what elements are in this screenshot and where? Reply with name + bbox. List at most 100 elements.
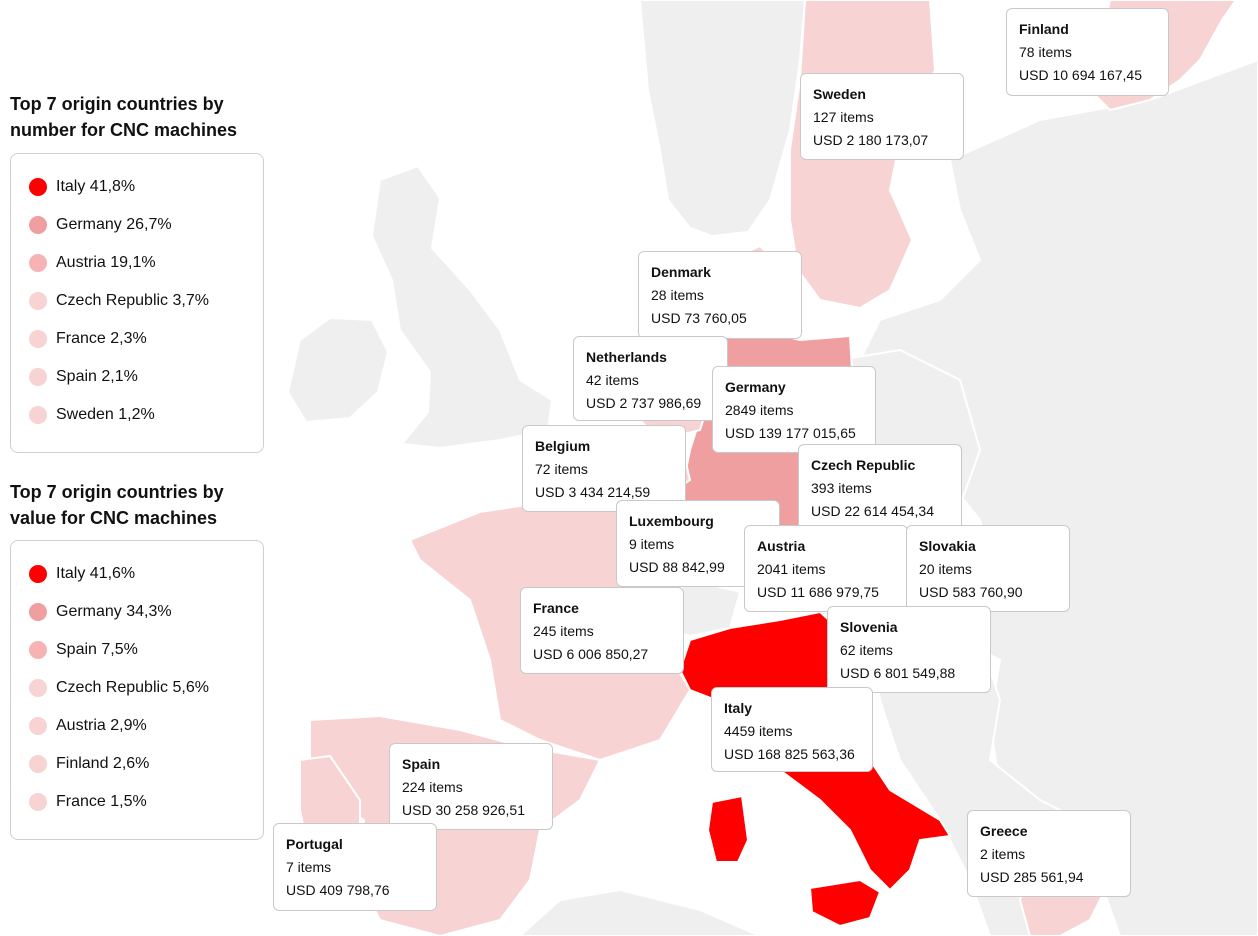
country-name: France bbox=[533, 600, 579, 616]
legend-color-swatch bbox=[29, 216, 47, 234]
item-count: 127 items bbox=[813, 109, 874, 125]
usd-value: USD 6 006 850,27 bbox=[533, 646, 649, 662]
usd-value: USD 139 177 015,65 bbox=[725, 425, 856, 441]
value-legend-item: Spain 7,5% bbox=[29, 631, 263, 669]
usd-value: USD 30 258 926,51 bbox=[402, 802, 525, 818]
legend-item-label: Austria 2,9% bbox=[56, 717, 147, 734]
portugal-callout: Portugal 7 items USD 409 798,76 bbox=[273, 823, 437, 911]
spain-callout: Spain 224 items USD 30 258 926,51 bbox=[389, 743, 553, 830]
value-legend-item: Italy 41,6% bbox=[29, 555, 263, 593]
country-name: Greece bbox=[980, 823, 1028, 839]
legend-color-swatch bbox=[29, 565, 47, 583]
country-name: Portugal bbox=[286, 836, 343, 852]
usd-value: USD 22 614 454,34 bbox=[811, 503, 934, 519]
usd-value: USD 73 760,05 bbox=[651, 310, 747, 326]
great-britain-shape bbox=[370, 164, 554, 450]
denmark-callout: Denmark 28 items USD 73 760,05 bbox=[638, 251, 802, 339]
legend-color-swatch bbox=[29, 641, 47, 659]
legend-item-label: France 1,5% bbox=[56, 793, 147, 810]
item-count: 62 items bbox=[840, 642, 893, 658]
legend-item-label: France 2,3% bbox=[56, 330, 147, 347]
usd-value: USD 409 798,76 bbox=[286, 882, 390, 898]
usd-value: USD 583 760,90 bbox=[919, 584, 1023, 600]
item-count: 245 items bbox=[533, 623, 594, 639]
item-count: 2 items bbox=[980, 846, 1026, 862]
number-legend-item: Austria 19,1% bbox=[29, 244, 263, 282]
legend-item-label: Czech Republic 5,6% bbox=[56, 679, 209, 696]
value-legend-item: Finland 2,6% bbox=[29, 745, 263, 783]
value-legend-item: Austria 2,9% bbox=[29, 707, 263, 745]
legend-color-swatch bbox=[29, 603, 47, 621]
country-name: Belgium bbox=[535, 438, 591, 454]
germany-callout: Germany 2849 items USD 139 177 015,65 bbox=[712, 366, 876, 453]
item-count: 9 items bbox=[629, 536, 675, 552]
country-name: Luxembourg bbox=[629, 513, 714, 529]
sicily-shape bbox=[808, 878, 882, 928]
legend-item-label: Czech Republic 3,7% bbox=[56, 292, 209, 309]
finland-callout: Finland 78 items USD 10 694 167,45 bbox=[1006, 8, 1169, 96]
legend-color-swatch bbox=[29, 330, 47, 348]
country-name: Slovakia bbox=[919, 538, 976, 554]
item-count: 393 items bbox=[811, 480, 872, 496]
netherlands-callout: Netherlands 42 items USD 2 737 986,69 bbox=[573, 336, 728, 421]
usd-value: USD 2 737 986,69 bbox=[586, 395, 702, 411]
usd-value: USD 168 825 563,36 bbox=[724, 746, 855, 762]
legend-item-label: Austria 19,1% bbox=[56, 254, 156, 271]
number-legend-item: Germany 26,7% bbox=[29, 206, 263, 244]
number-legend-item: France 2,3% bbox=[29, 320, 263, 358]
country-name: Italy bbox=[724, 700, 753, 716]
country-name: Austria bbox=[757, 538, 806, 554]
value-legend-item: Germany 34,3% bbox=[29, 593, 263, 631]
legend-item-label: Sweden 1,2% bbox=[56, 406, 155, 423]
number-legend-item: Spain 2,1% bbox=[29, 358, 263, 396]
czech-republic-callout: Czech Republic 393 items USD 22 614 454,34 bbox=[798, 444, 962, 531]
item-count: 4459 items bbox=[724, 723, 793, 739]
north-africa-shape bbox=[518, 888, 761, 936]
country-name: Netherlands bbox=[586, 349, 667, 365]
item-count: 42 items bbox=[586, 372, 639, 388]
legend-color-swatch bbox=[29, 679, 47, 697]
item-count: 2041 items bbox=[757, 561, 826, 577]
slovenia-callout: Slovenia 62 items USD 6 801 549,88 bbox=[827, 606, 991, 693]
item-count: 2849 items bbox=[725, 402, 794, 418]
country-name: Denmark bbox=[651, 264, 711, 280]
belgium-callout: Belgium 72 items USD 3 434 214,59 bbox=[522, 425, 686, 512]
legend-item-label: Germany 26,7% bbox=[56, 216, 172, 233]
usd-value: USD 3 434 214,59 bbox=[535, 484, 651, 500]
legend-item-label: Spain 2,1% bbox=[56, 368, 138, 385]
legend-item-label: Germany 34,3% bbox=[56, 603, 172, 620]
legend-color-swatch bbox=[29, 178, 47, 196]
slovakia-callout: Slovakia 20 items USD 583 760,90 bbox=[906, 525, 1070, 612]
item-count: 28 items bbox=[651, 287, 704, 303]
ireland-shape bbox=[286, 316, 390, 424]
legend-color-swatch bbox=[29, 717, 47, 735]
legend-color-swatch bbox=[29, 292, 47, 310]
usd-value: USD 11 686 979,75 bbox=[757, 584, 879, 600]
legend-color-swatch bbox=[29, 755, 47, 773]
legend-item-label: Finland 2,6% bbox=[56, 755, 150, 772]
item-count: 224 items bbox=[402, 779, 463, 795]
sardinia-shape bbox=[706, 794, 750, 863]
number-legend-title: Top 7 origin countries by number for CNC… bbox=[10, 94, 238, 140]
austria-callout: Austria 2041 items USD 11 686 979,75 bbox=[744, 525, 908, 612]
country-name: Spain bbox=[402, 756, 441, 772]
value-legend-title: Top 7 origin countries by value for CNC … bbox=[10, 482, 224, 528]
italy-callout: Italy 4459 items USD 168 825 563,36 bbox=[711, 687, 873, 772]
legend-item-label: Spain 7,5% bbox=[56, 641, 138, 658]
sweden-callout: Sweden 127 items USD 2 180 173,07 bbox=[800, 73, 964, 160]
number-legend-item: Italy 41,8% bbox=[29, 168, 263, 206]
usd-value: USD 10 694 167,45 bbox=[1019, 67, 1142, 83]
value-legend-item: France 1,5% bbox=[29, 783, 263, 821]
usd-value: USD 285 561,94 bbox=[980, 869, 1084, 885]
legend-color-swatch bbox=[29, 368, 47, 386]
usd-value: USD 2 180 173,07 bbox=[813, 132, 929, 148]
number-legend-panel: Italy 41,8% Germany 26,7% Austria 19,1% Cze… bbox=[10, 153, 264, 453]
legend-item-label: Italy 41,6% bbox=[56, 565, 136, 582]
country-name: Germany bbox=[725, 379, 786, 395]
item-count: 7 items bbox=[286, 859, 332, 875]
legend-color-swatch bbox=[29, 406, 47, 424]
greece-callout: Greece 2 items USD 285 561,94 bbox=[967, 810, 1131, 897]
usd-value: USD 88 842,99 bbox=[629, 559, 725, 575]
item-count: 72 items bbox=[535, 461, 588, 477]
value-legend-panel: Italy 41,6% Germany 34,3% Spain 7,5% Czech … bbox=[10, 540, 264, 840]
